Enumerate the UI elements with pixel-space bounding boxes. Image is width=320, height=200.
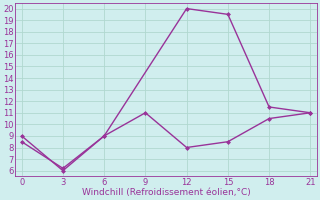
X-axis label: Windchill (Refroidissement éolien,°C): Windchill (Refroidissement éolien,°C): [82, 188, 250, 197]
